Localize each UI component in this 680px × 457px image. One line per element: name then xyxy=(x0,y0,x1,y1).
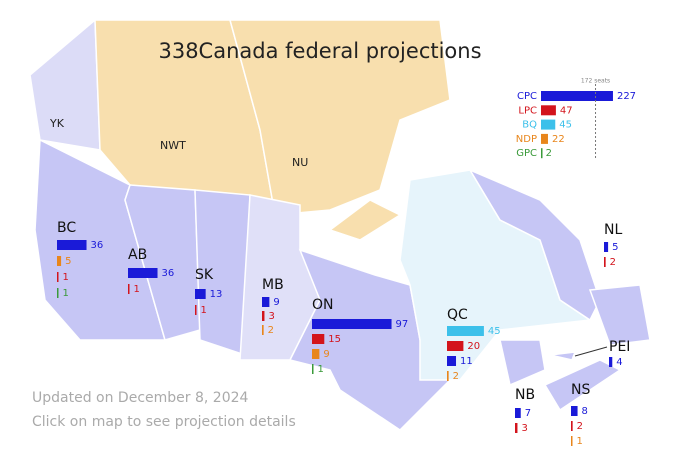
seat-value: 5 xyxy=(612,242,618,253)
seat-bar xyxy=(57,288,59,298)
ab[interactable] xyxy=(124,184,201,341)
province-label: AB xyxy=(128,247,147,263)
party-name: BQ xyxy=(522,120,537,131)
seat-value: 36 xyxy=(91,240,104,251)
seat-value: 2 xyxy=(268,325,274,336)
province-label: MB xyxy=(262,277,284,293)
seat-bar xyxy=(541,91,613,101)
province-label: QC xyxy=(447,307,468,323)
nunavut-island[interactable] xyxy=(328,199,402,241)
seat-bar xyxy=(515,408,521,418)
seat-bar xyxy=(447,371,449,381)
updated: Updated on December 8, 2024 xyxy=(32,390,249,406)
province-label: BC xyxy=(57,220,76,236)
seat-value: 2 xyxy=(610,257,616,268)
seat-value: 20 xyxy=(467,341,480,352)
seat-bar xyxy=(447,341,464,351)
seat-bar xyxy=(312,364,314,374)
seat-bar xyxy=(128,284,130,294)
seat-value: 5 xyxy=(65,256,71,267)
yukon[interactable] xyxy=(29,18,101,151)
seat-bar xyxy=(571,406,578,416)
pei[interactable] xyxy=(549,351,577,361)
seat-bar xyxy=(262,325,264,335)
seat-value: 15 xyxy=(328,334,341,345)
seat-value: 1 xyxy=(318,364,324,375)
territory-label: NU xyxy=(292,156,308,169)
seat-value: 1 xyxy=(577,436,583,447)
province-label: SK xyxy=(195,267,214,283)
labrador[interactable] xyxy=(468,168,601,322)
province-label: NL xyxy=(604,222,622,238)
seat-value: 227 xyxy=(617,91,636,102)
seat-value: 9 xyxy=(273,297,279,308)
seat-value: 22 xyxy=(552,134,565,145)
on[interactable] xyxy=(288,248,451,431)
seat-bar xyxy=(195,289,206,299)
nunavut[interactable] xyxy=(229,19,451,216)
seat-bar xyxy=(541,148,543,159)
territory-label: NWT xyxy=(160,139,186,152)
seat-bar xyxy=(57,256,62,266)
province-label: ON xyxy=(312,297,334,313)
party-name: LPC xyxy=(518,105,537,116)
seat-bar xyxy=(312,334,325,344)
seat-value: 36 xyxy=(162,268,175,279)
nb[interactable] xyxy=(499,339,546,387)
seat-value: 4 xyxy=(616,357,622,368)
seat-value: 8 xyxy=(582,406,588,417)
territory-label: YK xyxy=(49,117,65,130)
seat-value: 2 xyxy=(453,371,459,382)
seat-value: 2 xyxy=(577,421,583,432)
seat-value: 3 xyxy=(521,423,527,434)
seat-bar xyxy=(541,133,548,144)
province-label: NS xyxy=(571,382,590,398)
seat-bar xyxy=(604,257,606,267)
province-label: NB xyxy=(515,387,535,403)
seat-bar xyxy=(571,436,573,446)
party-name: GPC xyxy=(516,148,537,159)
seat-value: 1 xyxy=(201,305,207,316)
seat-bar xyxy=(604,242,609,252)
seat-value: 97 xyxy=(396,319,409,330)
map-shapes[interactable] xyxy=(29,18,651,431)
seat-value: 11 xyxy=(460,356,473,367)
hint: Click on map to see projection details xyxy=(32,414,296,430)
seat-value: 1 xyxy=(63,272,69,283)
province-label: PEI xyxy=(609,339,630,355)
title: 338Canada federal projections xyxy=(158,39,481,63)
seat-bar xyxy=(541,119,556,130)
seat-value: 1 xyxy=(134,284,140,295)
pei-pointer xyxy=(574,346,608,357)
seat-bar xyxy=(447,326,484,336)
seat-value: 9 xyxy=(323,349,329,360)
seat-value: 2 xyxy=(546,148,552,159)
seat-bar xyxy=(262,297,270,307)
seat-bar xyxy=(312,319,392,329)
seat-bar xyxy=(515,423,518,433)
seat-bar xyxy=(128,268,158,278)
seat-bar xyxy=(609,357,613,367)
seat-value: 1 xyxy=(63,288,69,299)
seat-bar xyxy=(195,305,197,315)
seat-value: 13 xyxy=(210,289,223,300)
seat-bar xyxy=(262,311,265,321)
ns[interactable] xyxy=(543,359,622,412)
seat-value: 45 xyxy=(559,120,572,131)
seat-value: 7 xyxy=(525,408,531,419)
seat-bar xyxy=(312,349,320,359)
seat-bar xyxy=(447,356,457,366)
seat-bar xyxy=(571,421,573,431)
seat-value: 45 xyxy=(488,326,501,337)
seat-value: 3 xyxy=(268,311,274,322)
seat-bar xyxy=(57,272,59,282)
seat-bar xyxy=(541,105,556,116)
newfoundland[interactable] xyxy=(588,284,651,346)
majority-label: 172 seats xyxy=(581,78,610,85)
seat-bar xyxy=(57,240,87,250)
party-name: NDP xyxy=(516,134,537,145)
party-name: CPC xyxy=(517,91,537,102)
seat-value: 47 xyxy=(560,105,573,116)
